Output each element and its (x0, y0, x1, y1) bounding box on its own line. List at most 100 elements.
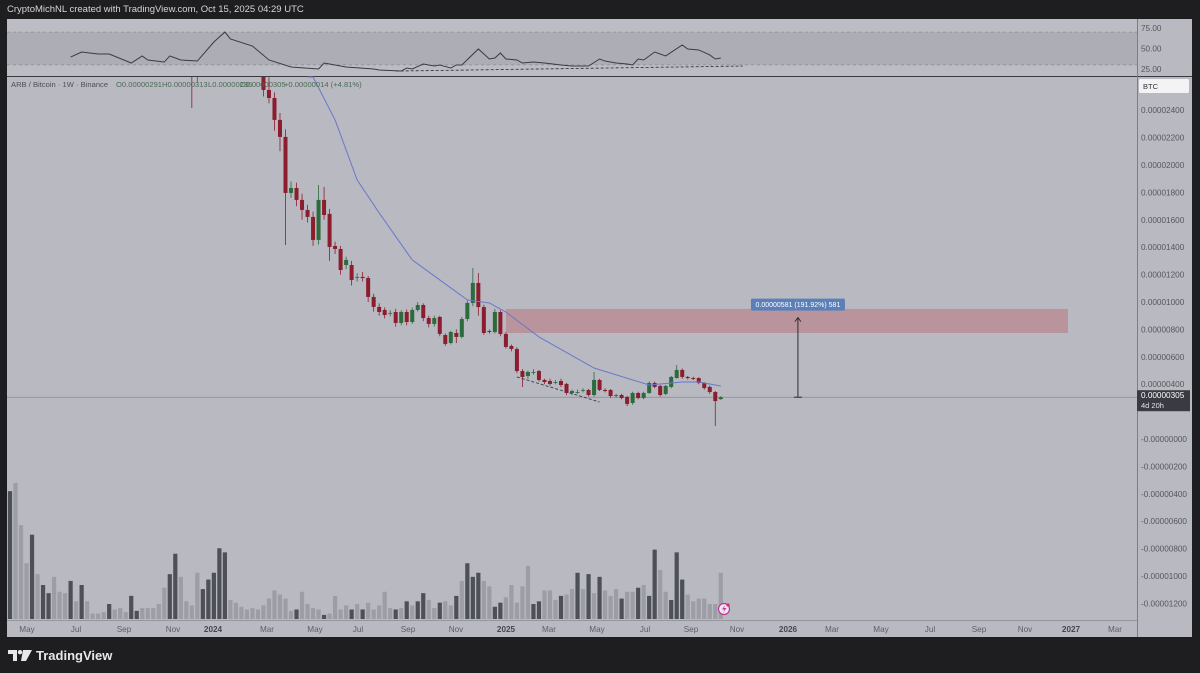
candle[interactable] (641, 391, 646, 400)
candle[interactable] (619, 393, 624, 400)
candle[interactable] (481, 304, 486, 335)
volume-bar (702, 598, 707, 619)
candle[interactable] (388, 310, 393, 317)
candle[interactable] (597, 378, 602, 392)
candle[interactable] (322, 186, 327, 220)
candle[interactable] (520, 369, 525, 387)
candle[interactable] (718, 396, 723, 400)
candle[interactable] (531, 369, 536, 375)
candle[interactable] (277, 112, 282, 152)
candle[interactable] (669, 375, 674, 389)
candle[interactable] (696, 377, 701, 385)
candle[interactable] (404, 309, 409, 326)
volume-bar (200, 589, 205, 619)
rsi-axis-label: 75.00 (1141, 24, 1162, 33)
candle[interactable] (570, 389, 575, 396)
candle[interactable] (663, 384, 668, 396)
candle[interactable] (553, 380, 558, 385)
candle[interactable] (476, 272, 481, 316)
candle[interactable] (685, 375, 690, 380)
candle[interactable] (311, 211, 316, 246)
symbol-name[interactable]: ARB / Bitcoin · 1W · Binance (11, 80, 108, 89)
candle[interactable] (421, 303, 426, 322)
candle[interactable] (674, 365, 679, 379)
candle[interactable] (503, 332, 508, 349)
candle[interactable] (333, 241, 338, 255)
candle[interactable] (272, 92, 277, 131)
candle[interactable] (344, 256, 349, 270)
candle[interactable] (437, 315, 442, 337)
candle[interactable] (581, 388, 586, 393)
candle[interactable] (707, 385, 712, 394)
candle[interactable] (399, 310, 404, 326)
candle[interactable] (470, 268, 475, 307)
candle[interactable] (592, 372, 597, 397)
candle[interactable] (355, 273, 360, 282)
candle[interactable] (691, 376, 696, 381)
candle[interactable] (492, 308, 497, 334)
candle[interactable] (465, 300, 470, 322)
candle[interactable] (713, 391, 718, 426)
candle[interactable] (636, 391, 641, 400)
candle[interactable] (575, 389, 580, 394)
candle[interactable] (603, 388, 608, 393)
candle[interactable] (658, 384, 663, 397)
candle[interactable] (498, 310, 503, 337)
candle[interactable] (443, 333, 448, 346)
candle[interactable] (316, 185, 321, 245)
candle[interactable] (559, 378, 563, 387)
candle[interactable] (283, 129, 288, 246)
support-trendline[interactable] (516, 376, 600, 403)
candle[interactable] (410, 307, 415, 324)
candle[interactable] (564, 382, 569, 396)
candle[interactable] (261, 77, 266, 97)
candle[interactable] (377, 303, 382, 316)
candle[interactable] (305, 204, 310, 223)
candle[interactable] (432, 315, 437, 327)
candle[interactable] (338, 245, 343, 275)
candle[interactable] (625, 395, 630, 407)
candle[interactable] (487, 329, 492, 334)
candle[interactable] (448, 330, 453, 345)
candle[interactable] (547, 378, 552, 386)
candle-body (415, 305, 420, 310)
currency-badge[interactable]: BTC (1139, 79, 1189, 93)
candle[interactable] (542, 378, 547, 385)
candle[interactable] (382, 307, 387, 319)
candle[interactable] (454, 329, 459, 344)
time-axis[interactable]: May Jul Sep Nov 2024 Mar May Jul Sep Nov 2025 Mar Ma… (19, 625, 1122, 634)
volume-bar (18, 525, 24, 619)
candle[interactable] (360, 271, 365, 282)
candle[interactable] (614, 393, 619, 398)
rsi-trendline[interactable] (395, 65, 743, 72)
candle[interactable] (514, 347, 519, 374)
lightning-event-icon[interactable] (717, 602, 731, 616)
candle[interactable] (266, 77, 271, 104)
candle[interactable] (415, 302, 420, 312)
candle[interactable] (349, 260, 354, 286)
candle[interactable] (371, 293, 376, 312)
candle[interactable] (426, 315, 431, 328)
candle[interactable] (289, 181, 294, 198)
candle-body (294, 188, 299, 200)
candle[interactable] (608, 388, 613, 398)
price-axis[interactable]: 0.00002400 0.00002200 0.00002000 0.00001800… (1141, 106, 1187, 608)
candle[interactable] (393, 308, 398, 327)
candle[interactable] (294, 182, 299, 207)
tradingview-logo[interactable]: TradingView (8, 648, 112, 663)
candle[interactable] (680, 368, 685, 379)
candle[interactable] (536, 369, 541, 382)
candle[interactable] (327, 208, 332, 261)
candle[interactable] (647, 381, 652, 394)
candle[interactable] (509, 344, 514, 352)
candle[interactable] (300, 193, 305, 220)
target-zone[interactable] (505, 308, 1068, 333)
volume-bar (547, 590, 553, 619)
price-range-measure[interactable]: 0.00000581 (191.92%) 581 (750, 298, 845, 398)
candle[interactable] (630, 391, 635, 405)
candle[interactable] (459, 317, 464, 339)
candle[interactable] (366, 275, 371, 302)
candle[interactable] (525, 370, 530, 379)
candle[interactable] (586, 388, 591, 397)
